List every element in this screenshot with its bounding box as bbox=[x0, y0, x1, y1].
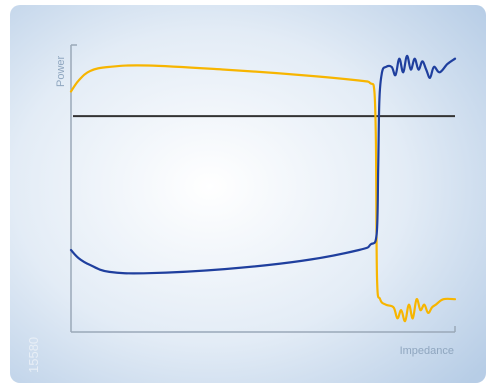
x-axis-label: Impedance bbox=[400, 345, 454, 357]
chart-panel: Power Impedance 15580 bbox=[10, 5, 486, 383]
y-axis-label: Power bbox=[55, 55, 67, 87]
chart-background bbox=[10, 5, 486, 383]
figure-id-label: 15580 bbox=[26, 337, 41, 373]
chart-canvas: Power Impedance 15580 bbox=[10, 5, 486, 383]
yellow-series-line bbox=[69, 64, 457, 323]
blue-series-line bbox=[69, 54, 457, 275]
series-layer bbox=[69, 54, 457, 323]
